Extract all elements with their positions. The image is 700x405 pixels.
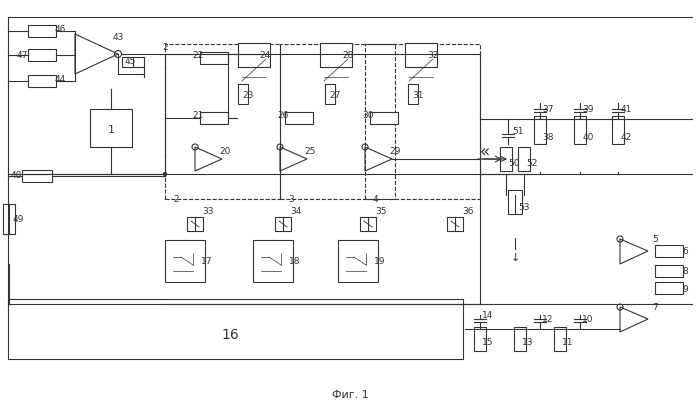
Bar: [338, 241, 378, 282]
Text: 53: 53: [518, 203, 530, 212]
Text: 44: 44: [55, 75, 66, 84]
Text: 5: 5: [652, 235, 658, 244]
Text: 28: 28: [342, 50, 354, 60]
Bar: [655, 265, 683, 277]
Bar: [28, 50, 56, 62]
Text: 35: 35: [375, 207, 386, 216]
Bar: [122, 58, 144, 68]
Bar: [360, 217, 376, 231]
Text: 23: 23: [242, 90, 253, 99]
Text: 25: 25: [304, 147, 316, 156]
Text: 31: 31: [412, 90, 423, 99]
Text: 27: 27: [329, 90, 341, 99]
Text: 19: 19: [374, 257, 386, 266]
Text: 13: 13: [522, 338, 533, 347]
Text: 41: 41: [620, 105, 631, 114]
Text: 33: 33: [202, 207, 214, 216]
Text: 22: 22: [193, 50, 204, 60]
Bar: [285, 113, 313, 125]
Bar: [320, 44, 352, 68]
Text: 40: 40: [582, 133, 594, 142]
Bar: [447, 217, 463, 231]
Bar: [325, 85, 335, 105]
Text: 36: 36: [462, 207, 474, 216]
Text: 21: 21: [193, 110, 204, 119]
Bar: [405, 44, 437, 68]
Bar: [574, 117, 586, 145]
Text: 10: 10: [582, 315, 594, 324]
Text: 52: 52: [526, 158, 538, 167]
Text: 20: 20: [219, 147, 231, 156]
Bar: [365, 45, 480, 200]
Text: 11: 11: [562, 338, 574, 347]
Bar: [253, 241, 293, 282]
Text: 51: 51: [512, 127, 524, 136]
Text: 24: 24: [260, 50, 271, 60]
Bar: [612, 117, 624, 145]
Text: Фиг. 1: Фиг. 1: [332, 389, 368, 399]
Text: 14: 14: [482, 311, 493, 320]
Text: 7: 7: [652, 303, 658, 312]
Text: 16: 16: [221, 327, 239, 341]
Bar: [518, 148, 530, 172]
Bar: [514, 327, 526, 351]
Bar: [200, 53, 228, 65]
Bar: [408, 85, 418, 105]
Text: 50: 50: [508, 158, 519, 167]
Text: 48: 48: [10, 170, 22, 179]
Bar: [28, 26, 56, 38]
Text: 8: 8: [682, 267, 688, 276]
Text: 1: 1: [108, 125, 115, 135]
Text: 17: 17: [202, 257, 213, 266]
Bar: [22, 171, 52, 183]
Text: 43: 43: [112, 34, 124, 43]
Bar: [534, 117, 546, 145]
Text: 38: 38: [542, 133, 554, 142]
Bar: [187, 217, 203, 231]
Bar: [3, 205, 15, 234]
Text: 2: 2: [173, 195, 178, 204]
Bar: [500, 148, 512, 172]
Bar: [8, 299, 463, 359]
Bar: [275, 217, 291, 231]
Text: 34: 34: [290, 207, 302, 216]
Text: 29: 29: [389, 147, 400, 156]
Text: 49: 49: [13, 215, 24, 224]
Text: 9: 9: [682, 284, 688, 293]
Bar: [554, 327, 566, 351]
Text: 37: 37: [542, 105, 554, 114]
Text: 18: 18: [289, 257, 301, 266]
Bar: [90, 110, 132, 148]
Bar: [165, 241, 205, 282]
Text: 15: 15: [482, 338, 493, 347]
Text: 39: 39: [582, 105, 594, 114]
Bar: [238, 44, 270, 68]
Text: 45: 45: [125, 58, 136, 66]
Text: «: «: [480, 143, 490, 161]
Circle shape: [164, 173, 167, 176]
Text: 42: 42: [620, 133, 631, 142]
Text: 47: 47: [16, 50, 28, 60]
Text: 2: 2: [162, 43, 168, 51]
Bar: [280, 45, 395, 200]
Text: 4: 4: [373, 195, 379, 204]
Bar: [508, 190, 522, 215]
Text: 30: 30: [363, 110, 374, 119]
Bar: [655, 282, 683, 294]
Text: 46: 46: [55, 26, 66, 34]
Bar: [165, 45, 280, 200]
Bar: [655, 245, 683, 257]
Bar: [28, 76, 56, 88]
Text: ↓: ↓: [510, 252, 519, 262]
Text: 32: 32: [427, 50, 439, 60]
Bar: [474, 327, 486, 351]
Text: 26: 26: [277, 110, 288, 119]
Text: 3: 3: [288, 195, 294, 204]
Bar: [370, 113, 398, 125]
Text: 6: 6: [682, 247, 688, 256]
Text: 12: 12: [542, 315, 554, 324]
Bar: [238, 85, 248, 105]
Bar: [200, 113, 228, 125]
